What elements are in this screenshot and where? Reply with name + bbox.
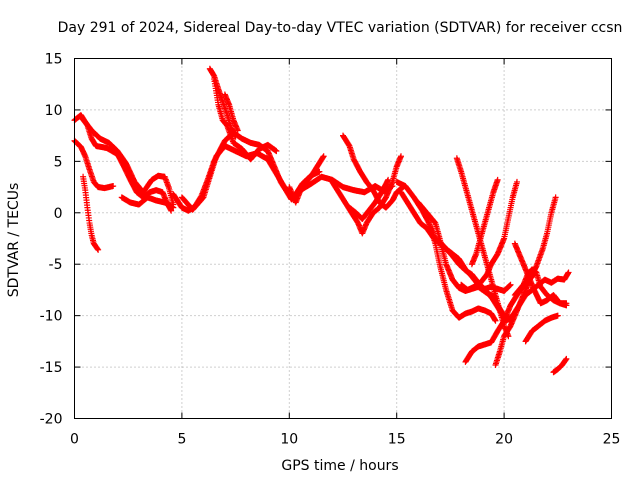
series-track-10 [221,91,241,134]
data-point [397,153,404,160]
data-point [507,281,514,288]
x-tick-label: 15 [388,432,406,448]
grid [74,58,612,419]
series-track-04 [77,114,177,208]
data-point [563,302,570,309]
series-track-22 [458,178,520,293]
x-tick-label: 10 [280,432,298,448]
data-point [563,355,570,362]
chart-title: Day 291 of 2024, Sidereal Day-to-day VTE… [58,20,623,36]
series-track-18 [425,220,499,324]
x-tick-label: 20 [495,432,513,448]
series-track-14 [346,176,392,222]
data-point [110,183,117,190]
y-tick-label: 10 [45,103,63,119]
data-point [494,176,501,183]
y-tick-label: 5 [54,154,63,170]
y-tick-label: 0 [54,206,63,222]
plot-frame [74,58,612,419]
data-point [492,317,499,324]
data-point [273,148,280,155]
x-tick-label: 5 [177,432,186,448]
data-point [170,204,177,211]
data-point [554,312,561,319]
x-tick-label: 25 [603,432,621,448]
series-track-28 [550,355,570,376]
y-tick-label: -10 [40,309,63,325]
series-track-12 [340,132,407,211]
x-tick-label: 0 [70,432,79,448]
data-point [320,153,327,160]
series-track-08 [206,65,239,140]
series-track-26 [511,240,570,309]
series-track-03 [80,173,102,253]
data-point [506,283,513,290]
y-tick-label: -20 [40,412,63,428]
data-point [95,246,102,253]
series-track-11 [286,153,327,206]
series-track-05 [118,194,177,211]
data-point [565,269,572,276]
data-point [513,178,520,185]
series-track-13 [329,153,404,237]
series-track-09 [211,76,280,163]
data-point [506,282,513,289]
data-point [234,127,241,134]
axis-ticks: 0 5 10 15 20 25 -20 -15 -10 -5 0 5 10 15 [40,52,621,448]
data-point [94,245,101,252]
data-point [385,176,392,183]
data-point [562,356,569,363]
y-tick-label: 15 [45,52,63,68]
y-tick-label: -15 [40,360,63,376]
y-tick-label: -5 [49,257,63,273]
series-track-20 [468,176,501,268]
y-axis-label: SDTVAR / TECUs [6,183,22,298]
x-axis-label: GPS time / hours [281,458,398,474]
data-point [316,168,323,175]
series-track-27 [522,312,561,345]
data-point [552,194,559,201]
data-points [71,65,572,376]
series-track-06 [170,129,323,214]
series-track-02 [71,137,117,192]
